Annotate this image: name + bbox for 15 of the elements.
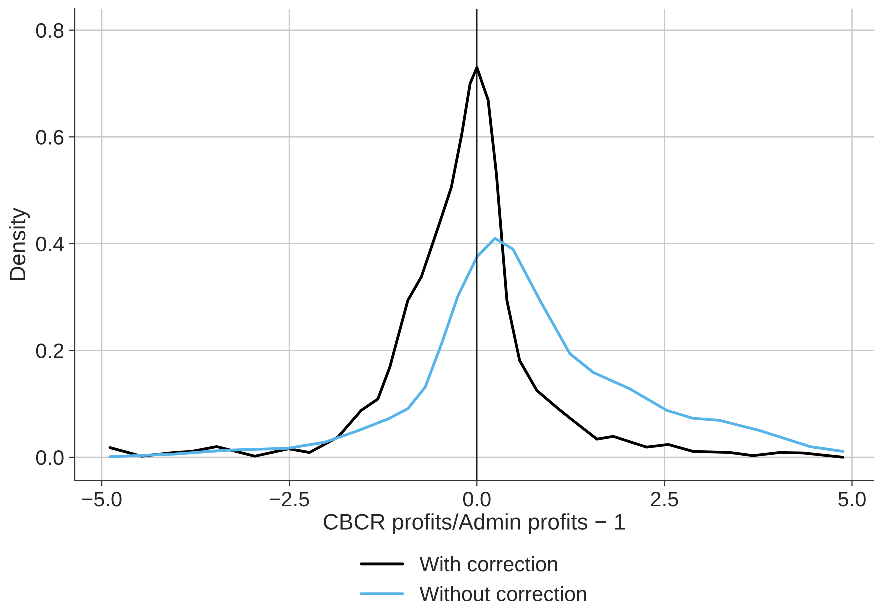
x-tick-label: 5.0: [838, 492, 866, 507]
x-tick-label: 2.5: [651, 492, 678, 507]
y-tick-label: 0.8: [36, 23, 64, 38]
y-tick-label: 0.4: [36, 236, 64, 252]
x-tick-label: 0.0: [463, 492, 491, 507]
legend-label: With correction: [420, 556, 558, 572]
x-axis-title: CBCR profits/Admin profits − 1: [324, 514, 626, 534]
x-tick-label: −5.0: [82, 492, 122, 507]
y-tick-label: 0.2: [36, 344, 64, 358]
y-tick-label: 0.0: [36, 450, 64, 466]
y-tick-label: 0.6: [36, 130, 64, 145]
x-tick-label: −2.5: [270, 492, 310, 507]
line-series: [108, 237, 845, 458]
legend-label: Without correction: [420, 586, 586, 602]
y-axis-title: Density: [9, 208, 30, 280]
